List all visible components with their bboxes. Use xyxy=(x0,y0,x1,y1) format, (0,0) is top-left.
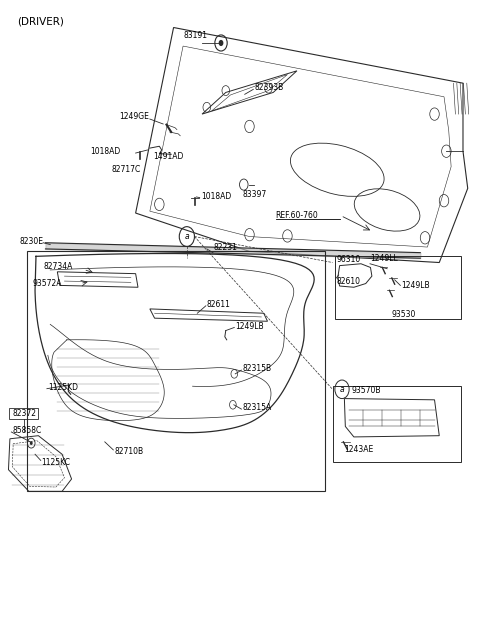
Text: 82393B: 82393B xyxy=(254,83,284,92)
Text: 1243AE: 1243AE xyxy=(344,445,373,454)
Text: 1249LB: 1249LB xyxy=(235,322,264,331)
Text: 1249LB: 1249LB xyxy=(401,281,430,290)
Text: REF.60-760: REF.60-760 xyxy=(276,211,318,220)
Text: 82710B: 82710B xyxy=(114,447,144,456)
Circle shape xyxy=(30,441,33,445)
Text: 1491AD: 1491AD xyxy=(154,152,184,160)
Text: 1125KD: 1125KD xyxy=(48,383,78,392)
Text: 1249LL: 1249LL xyxy=(371,253,398,263)
Text: 1018AD: 1018AD xyxy=(91,147,121,156)
Text: 82734A: 82734A xyxy=(43,262,72,271)
Text: 82231: 82231 xyxy=(214,243,238,252)
Text: 82611: 82611 xyxy=(207,300,231,309)
Bar xyxy=(335,256,461,319)
Text: 83397: 83397 xyxy=(242,190,266,199)
Text: 82610: 82610 xyxy=(337,277,361,286)
Bar xyxy=(333,386,461,462)
Bar xyxy=(26,251,325,491)
Text: (DRIVER): (DRIVER) xyxy=(17,16,64,26)
Text: 82315A: 82315A xyxy=(242,403,272,412)
Text: 1018AD: 1018AD xyxy=(201,192,231,202)
Text: 1125KC: 1125KC xyxy=(42,458,71,467)
Text: 82372: 82372 xyxy=(12,409,36,418)
Text: 82717C: 82717C xyxy=(112,165,141,174)
Text: 93572A: 93572A xyxy=(33,279,62,288)
Text: 82315B: 82315B xyxy=(242,364,272,373)
Text: a: a xyxy=(340,385,344,394)
Circle shape xyxy=(219,40,223,46)
Text: 93530: 93530 xyxy=(392,310,416,319)
Text: 8230E: 8230E xyxy=(19,237,43,246)
Text: 1249GE: 1249GE xyxy=(119,112,149,121)
Text: 93570B: 93570B xyxy=(351,386,381,396)
Bar xyxy=(9,408,38,419)
Text: a: a xyxy=(184,232,189,241)
Text: 85858C: 85858C xyxy=(12,426,41,436)
Text: 83191: 83191 xyxy=(183,31,207,40)
Text: 96310: 96310 xyxy=(337,255,361,264)
